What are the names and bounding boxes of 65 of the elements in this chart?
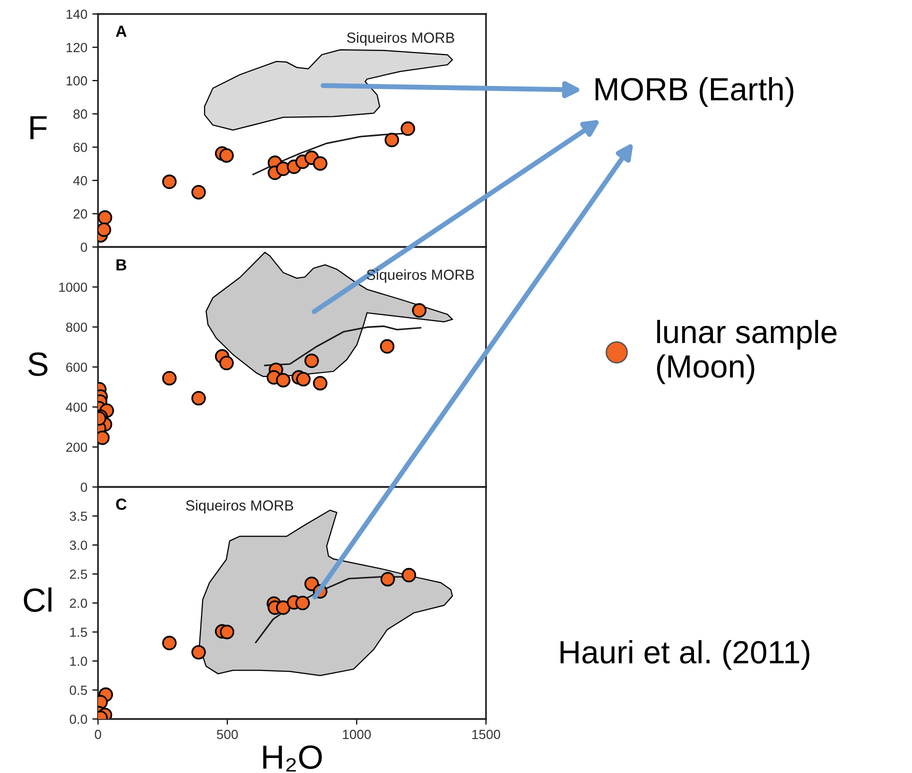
y-tick-label: 2.0 [70,598,88,608]
point [402,568,416,582]
annotation: Siqueiros MORB [347,32,454,46]
point [304,576,319,592]
y-tick-label: 20 [74,209,88,219]
annotation: Siqueiros MORB [186,500,294,514]
point [276,372,290,388]
point [384,132,400,148]
y-tick-label: 600 [66,362,88,372]
y-axis-title: S [28,352,48,376]
point [380,572,395,586]
point [312,156,328,171]
point [98,222,112,237]
y-tick-label: 3.5 [70,512,88,521]
point [162,174,177,189]
x-tick-label: 1500 [472,730,500,740]
y-tick-label: 3.0 [70,540,88,550]
y-tick-label: 0 [80,242,88,252]
y-tick-label: 0.5 [70,686,88,695]
point [380,339,394,354]
y-tick-label: 800 [66,322,88,332]
x-tick-label: 1000 [343,730,371,740]
annotation: A [116,26,127,37]
y-tick-label: 1.5 [70,628,88,637]
x-tick-label: 0 [94,730,102,740]
point [219,148,234,163]
point [412,303,426,318]
legend-label: lunar sample (Moon) [657,320,837,384]
y-tick-label: 2.5 [70,570,88,579]
y-tick-label: 0 [80,482,88,492]
point [162,636,177,650]
point [304,354,319,368]
text: Hauri et al. (2011) [560,640,810,670]
point [296,372,311,386]
y-tick-label: 200 [66,442,88,452]
y-tick-label: 0.0 [70,714,88,724]
line-series [264,325,422,366]
point [400,121,416,136]
point [191,390,206,406]
point [295,596,310,610]
y-tick-label: 1.0 [70,656,88,666]
y-tick-label: 140 [66,10,88,19]
y-tick-label: 60 [74,142,88,152]
annotation: C [116,498,127,510]
point [312,376,328,390]
x-axis-title: H₂O [263,745,322,772]
point [219,356,234,370]
point [276,600,290,615]
point [220,624,234,640]
point [191,645,206,660]
point [191,185,206,200]
y-axis-title: Cl [24,587,52,612]
y-tick-label: 1000 [59,282,88,292]
y-tick-label: 40 [73,176,88,186]
y-tick-label: 120 [66,42,88,52]
y-tick-label: 80 [73,109,88,119]
text: MORB (Earth) [596,77,794,107]
y-tick-label: 100 [66,76,88,86]
point [162,370,177,386]
annotation: B [116,259,126,270]
annotation: Siqueiros MORB [366,269,474,283]
y-tick-label: 400 [66,402,88,412]
y-axis-title: F [30,116,47,140]
x-tick-label: 500 [216,730,238,740]
point [98,210,112,225]
